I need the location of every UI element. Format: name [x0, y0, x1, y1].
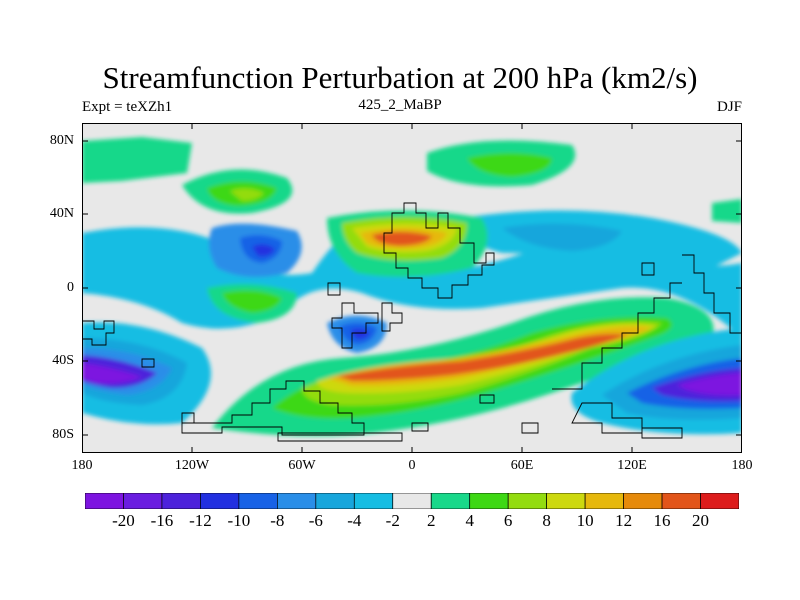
case-label: 425_2_MaBP	[358, 97, 442, 113]
lat-label-80s: 80S	[52, 427, 74, 442]
colorbar-label: -8	[270, 511, 285, 530]
colorbar-box	[123, 493, 163, 509]
colorbar-label: -20	[112, 511, 135, 530]
colorbar-label: 2	[426, 511, 436, 530]
season-label: DJF	[716, 99, 742, 115]
colorbar-box	[546, 493, 586, 509]
colorbar-label: 12	[615, 511, 633, 530]
colorbar-box	[315, 493, 355, 509]
colorbar-box	[507, 493, 547, 509]
lon-label-60w: 60W	[288, 458, 316, 473]
contour-negative-east2	[502, 223, 622, 251]
colorbar-box	[277, 493, 317, 509]
contour-positive-nw4	[230, 188, 264, 201]
colorbar-label: 4	[465, 511, 474, 530]
lon-label-120w: 120W	[174, 458, 210, 473]
streamfunction-map	[82, 123, 742, 453]
colorbar-label: -6	[308, 511, 323, 530]
contour-negative-na3	[252, 244, 275, 257]
contour-positive-ne2	[467, 153, 552, 177]
colorbar-label: 20	[692, 511, 710, 530]
colorbar-label: 6	[503, 511, 513, 530]
lon-label-180w: 180	[71, 458, 93, 473]
colorbar-label: -12	[189, 511, 212, 530]
colorbar-box	[392, 493, 432, 509]
colorbar-label: -16	[150, 511, 174, 530]
colorbar-box	[623, 493, 663, 509]
coast-south	[181, 282, 683, 442]
coastlines	[82, 202, 742, 442]
colorbar-label: -10	[227, 511, 251, 530]
contour-positive-ne3	[712, 199, 742, 223]
map-title: Streamfunction Perturbation at 200 hPa (…	[102, 60, 698, 95]
contour-positive-nw	[82, 137, 192, 183]
colorbar-box	[584, 493, 624, 509]
colorbar-label: -2	[385, 511, 400, 530]
coast-eurasia	[383, 202, 742, 334]
colorbar-box	[661, 493, 701, 509]
contour-negative-satl3	[350, 328, 370, 340]
contour-positive-south6	[337, 334, 627, 381]
lat-label-80n: 80N	[49, 133, 74, 148]
colorbar-label: 10	[576, 511, 594, 530]
contour-negative-sw5	[82, 363, 142, 384]
colorbar-box	[430, 493, 471, 509]
colorbar-box	[200, 493, 240, 509]
lon-label-180e: 180	[731, 458, 753, 473]
lon-label-60e: 60E	[510, 458, 534, 473]
lat-label-40s: 40S	[52, 353, 74, 368]
experiment-label: Expt = teXZh1	[82, 99, 173, 115]
colorbar-box	[85, 493, 124, 509]
map-ticks	[82, 123, 742, 453]
contour-negative-se5	[677, 373, 742, 396]
lat-label-eq: 0	[67, 280, 74, 295]
lat-label-40n: 40N	[49, 206, 74, 221]
lon-label-0: 0	[408, 458, 416, 473]
colorbar-label: 8	[542, 511, 551, 530]
colorbar	[85, 493, 739, 509]
colorbar-label: 16	[653, 511, 671, 530]
contour-positive-center5	[372, 231, 432, 246]
colorbar-box	[700, 493, 739, 509]
colorbar-label: -4	[347, 511, 362, 530]
contour-positive-tropical2	[222, 290, 282, 313]
colorbar-box	[161, 493, 201, 509]
lon-label-120e: 120E	[617, 458, 647, 473]
colorbar-box	[353, 493, 394, 509]
colorbar-box	[469, 493, 509, 509]
colorbar-box	[238, 493, 278, 509]
